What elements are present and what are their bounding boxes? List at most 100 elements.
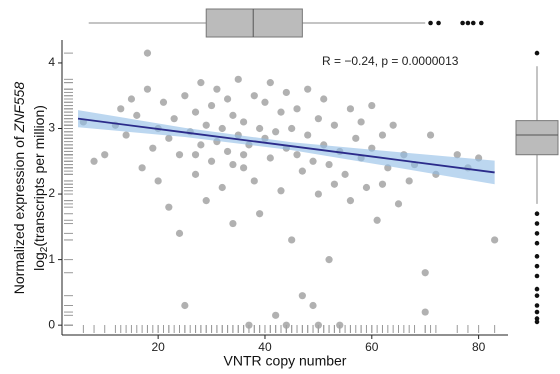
point	[191, 170, 200, 178]
outlier	[428, 20, 433, 26]
outlier	[534, 263, 540, 269]
outlier	[534, 240, 540, 246]
outlier	[478, 20, 484, 26]
x-tick-label: 60	[365, 340, 379, 354]
y-tick-label: 1	[48, 252, 55, 266]
outlier	[534, 254, 540, 259]
point	[314, 190, 322, 198]
fit-line	[77, 117, 495, 174]
point	[191, 108, 200, 116]
point	[378, 180, 387, 188]
point	[234, 75, 242, 83]
point	[133, 111, 141, 119]
point	[314, 321, 322, 329]
point	[197, 79, 205, 87]
point	[181, 92, 189, 100]
point	[122, 131, 130, 139]
point	[277, 108, 285, 116]
x-tick-label: 20	[151, 340, 165, 354]
outlier	[534, 211, 540, 217]
y-tick-label: 3	[48, 121, 55, 135]
point	[352, 134, 360, 142]
point	[453, 151, 461, 159]
point	[298, 167, 306, 175]
point	[256, 124, 264, 133]
point	[143, 85, 152, 93]
point	[127, 95, 136, 103]
y-label-gene: ZNF558	[11, 82, 27, 134]
y-tick-label: 2	[48, 186, 55, 200]
point	[90, 157, 98, 165]
point	[346, 105, 355, 113]
point	[362, 183, 371, 192]
point	[229, 111, 237, 119]
point	[181, 301, 189, 310]
point	[405, 177, 413, 185]
point	[266, 79, 274, 87]
outlier	[534, 303, 540, 308]
point	[304, 85, 312, 93]
outlier	[534, 221, 540, 226]
point	[389, 121, 397, 129]
point	[202, 121, 210, 129]
confidence-band	[78, 110, 495, 185]
point	[325, 256, 333, 264]
point	[293, 105, 301, 113]
point	[223, 147, 232, 156]
point	[218, 124, 226, 133]
point	[197, 141, 205, 149]
outlier	[534, 286, 540, 292]
point	[378, 131, 387, 139]
point	[229, 160, 237, 169]
point	[250, 92, 258, 100]
y-label-sub: 2	[39, 246, 50, 252]
point	[143, 49, 152, 57]
y-label-rest: (transcripts per million)	[31, 105, 47, 247]
point	[272, 128, 280, 136]
point	[288, 124, 296, 133]
y-label-text: Normalized expression of	[11, 132, 27, 294]
outlier	[460, 20, 465, 26]
point	[240, 164, 248, 172]
outlier	[534, 50, 540, 56]
point	[175, 229, 184, 237]
point	[175, 151, 184, 159]
outlier	[470, 20, 476, 26]
point	[266, 154, 274, 162]
box	[515, 120, 559, 156]
point	[309, 301, 317, 310]
y-axis-label: Normalized expression of ZNF558	[11, 82, 27, 295]
x-tick-label: 80	[472, 340, 486, 354]
point	[325, 160, 333, 169]
point	[394, 200, 403, 208]
outlier	[534, 316, 540, 321]
point	[117, 105, 125, 113]
point	[149, 144, 157, 152]
point	[207, 101, 216, 110]
outlier	[436, 20, 441, 26]
point	[240, 118, 248, 126]
point	[373, 216, 381, 224]
point	[320, 95, 328, 103]
point	[245, 321, 253, 329]
y-axis-label-2: log2(transcripts per million)	[31, 105, 50, 271]
y-tick-label: 0	[48, 317, 55, 331]
point	[250, 177, 258, 185]
point	[207, 157, 216, 165]
y-tick-label: 4	[48, 55, 55, 69]
point	[202, 197, 210, 205]
point	[154, 177, 162, 185]
box	[205, 8, 303, 38]
point	[165, 134, 173, 142]
point	[261, 98, 269, 106]
point	[170, 115, 178, 123]
point	[288, 236, 296, 244]
point	[304, 131, 312, 139]
outlier	[534, 309, 540, 315]
outlier	[534, 231, 540, 236]
point	[159, 98, 168, 106]
point	[341, 170, 349, 178]
point	[293, 151, 301, 159]
point	[336, 321, 344, 329]
